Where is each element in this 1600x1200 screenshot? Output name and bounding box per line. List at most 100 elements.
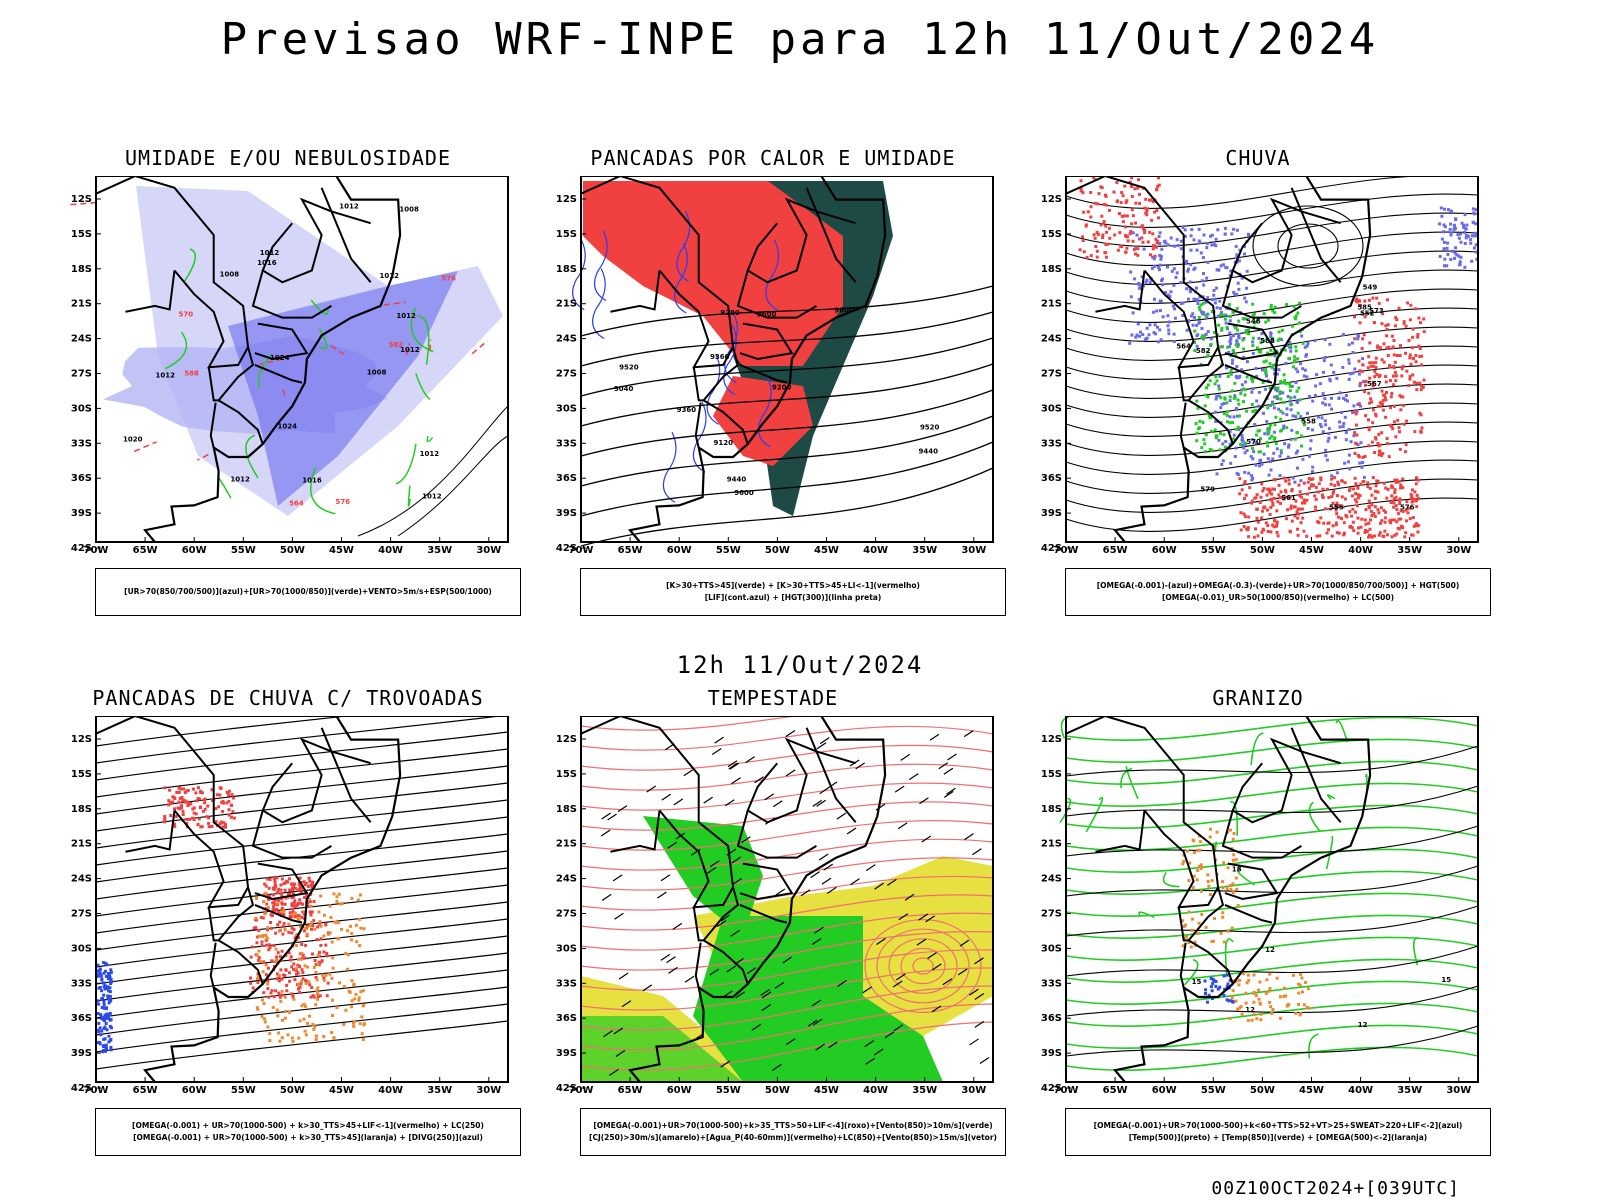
streamline — [95, 850, 509, 900]
omega-blue — [1281, 426, 1285, 430]
thunder-orange — [302, 1002, 306, 1006]
wind-vector — [731, 777, 741, 785]
red-dashed-contour — [197, 453, 209, 461]
rain-red — [1272, 525, 1276, 529]
wind-vector — [672, 922, 683, 930]
divergence-blue — [108, 1018, 112, 1022]
thunder-red — [175, 791, 179, 794]
thunder-red — [298, 985, 302, 989]
rain-red — [1394, 435, 1398, 439]
omega-blue — [1278, 474, 1282, 477]
thunder-red — [297, 887, 301, 891]
contour-label: 558 — [1301, 417, 1316, 425]
rain-red — [1327, 528, 1330, 532]
omega-orange — [1190, 928, 1194, 932]
thunder-red — [294, 913, 298, 917]
thunder-red — [167, 803, 170, 807]
thunder-red — [215, 793, 219, 797]
coastline — [628, 176, 887, 543]
thunder-orange — [306, 1021, 310, 1025]
temp500-contour — [1065, 745, 1479, 777]
thunder-red — [280, 993, 284, 997]
wind-vector — [785, 729, 796, 737]
omega-blue — [1284, 361, 1288, 365]
rain-red — [1404, 450, 1407, 454]
lon-tick-label: 60W — [1152, 1085, 1177, 1096]
omega-green — [1300, 444, 1304, 448]
hail-blue — [1203, 979, 1207, 983]
rain-red — [1393, 533, 1397, 537]
omega-green — [1251, 344, 1255, 348]
thunder-red — [257, 976, 261, 980]
rain-red — [1382, 481, 1386, 485]
thunder-orange — [331, 956, 335, 960]
omega-blue — [1464, 227, 1468, 231]
thunder-orange — [352, 983, 356, 987]
divergence-blue — [107, 1017, 111, 1020]
omega-green — [1219, 396, 1223, 400]
thunder-red — [273, 887, 277, 891]
hgt-contour — [1065, 269, 1479, 304]
rain-red — [1082, 250, 1086, 254]
rain-red — [1378, 449, 1382, 453]
omega-orange — [1268, 972, 1272, 976]
thunder-red — [186, 800, 190, 804]
thunder-orange — [358, 1022, 362, 1026]
omega-green — [1300, 434, 1303, 438]
thunder-orange — [358, 944, 362, 948]
omega-blue — [1250, 390, 1254, 394]
omega-blue — [1306, 342, 1310, 345]
rain-red — [1353, 431, 1357, 435]
thunder-red — [257, 956, 261, 960]
omega-blue — [1294, 381, 1298, 385]
hail-blue — [1218, 985, 1222, 989]
omega-blue — [1305, 375, 1309, 379]
rain-red — [1361, 363, 1365, 367]
thunder-red — [256, 972, 260, 976]
omega-orange — [1265, 978, 1269, 982]
omega-blue — [1216, 315, 1220, 318]
rain-red — [1372, 364, 1376, 368]
rain-red — [1243, 515, 1247, 519]
rain-red — [1418, 411, 1422, 415]
omega-blue — [1148, 323, 1152, 327]
rain-red — [1390, 535, 1394, 539]
omega-orange — [1234, 980, 1238, 984]
omega-blue — [1258, 464, 1262, 468]
omega-blue — [1327, 432, 1331, 435]
contour-label: 15 — [1192, 978, 1202, 986]
thunder-orange — [359, 990, 363, 994]
contour-label: 564 — [289, 499, 304, 507]
omega-blue — [1219, 264, 1223, 268]
omega-orange — [1271, 1008, 1275, 1011]
rain-red — [1271, 523, 1275, 527]
omega-blue — [1202, 311, 1206, 315]
thunder-red — [249, 955, 253, 959]
rain-red — [1143, 206, 1147, 210]
omega-blue — [1281, 411, 1285, 415]
thunder-orange — [283, 928, 287, 932]
thunder-orange — [309, 924, 312, 927]
rain-red — [1340, 479, 1344, 483]
omega-green — [1228, 421, 1232, 425]
thunder-orange — [307, 980, 311, 984]
thunder-orange — [340, 927, 343, 931]
omega-blue — [1471, 220, 1475, 224]
rain-red — [1385, 346, 1389, 350]
rain-red — [1411, 335, 1415, 339]
divergence-blue — [102, 1017, 106, 1021]
rain-red — [1408, 377, 1412, 381]
omega-blue — [1190, 228, 1194, 232]
hgt-contour — [1065, 459, 1479, 494]
omega-blue — [1187, 319, 1191, 323]
rain-red — [1398, 497, 1402, 501]
hgt-contour — [1065, 231, 1479, 266]
divergence-blue — [102, 1006, 106, 1010]
thunder-red — [290, 896, 294, 899]
omega-blue — [1205, 276, 1209, 280]
temp850-contour — [1120, 767, 1133, 789]
omega-blue — [1158, 268, 1161, 272]
rain-red — [1415, 493, 1419, 497]
thunder-orange — [346, 967, 349, 971]
thunder-orange — [359, 893, 362, 897]
